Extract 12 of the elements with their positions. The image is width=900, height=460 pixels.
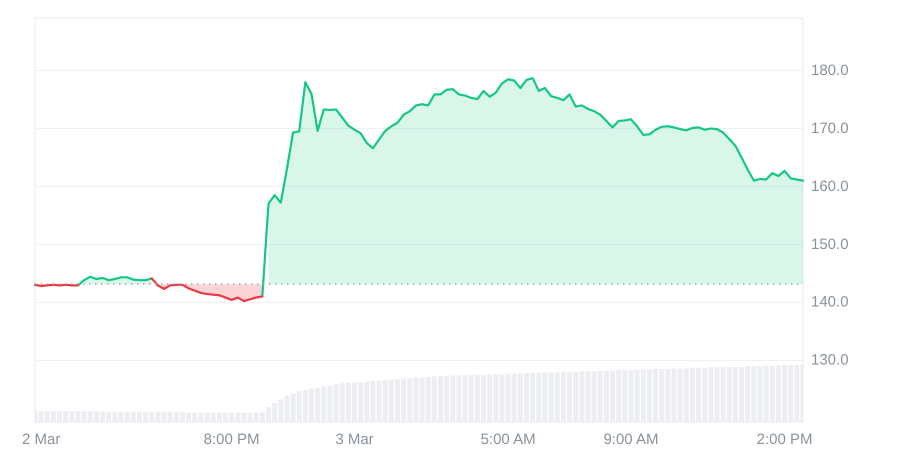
y-tick-label: 180.0 — [811, 62, 849, 80]
y-tick-label: 150.0 — [811, 236, 849, 253]
x-tick-label: 3 Mar — [335, 431, 374, 448]
x-tick-label: 5:00 AM — [480, 431, 536, 448]
y-tick-label: 170.0 — [811, 120, 849, 138]
x-tick-label: 2:00 PM — [756, 431, 813, 448]
y-tick-label: 130.0 — [811, 352, 849, 369]
x-tick-label: 8:00 PM — [204, 431, 260, 448]
y-tick-label: 160.0 — [811, 178, 849, 195]
x-tick-label: 9:00 AM — [603, 431, 658, 448]
x-tick-label: 2 Mar — [22, 431, 60, 448]
y-tick-label: 140.0 — [811, 294, 849, 311]
